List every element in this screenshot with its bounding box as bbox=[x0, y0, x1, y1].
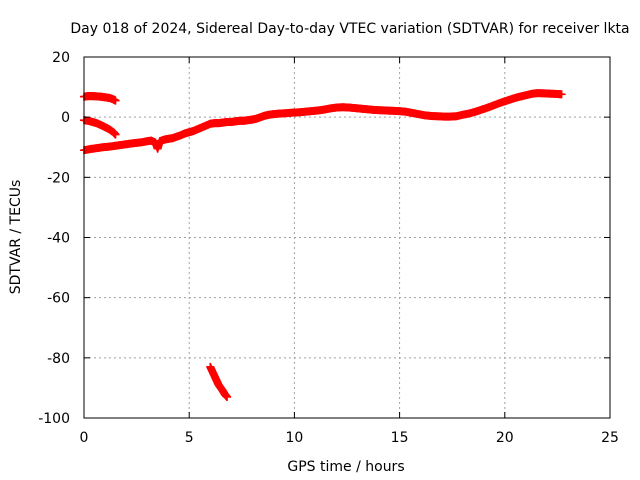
y-tick-label: -40 bbox=[47, 231, 70, 247]
series-main-trace bbox=[80, 89, 566, 155]
data-point bbox=[111, 130, 120, 139]
series-outlier-arc bbox=[206, 362, 232, 401]
x-tick-label: 15 bbox=[391, 430, 409, 446]
data-point bbox=[223, 392, 232, 401]
data-point bbox=[557, 90, 566, 99]
y-tick-label: -100 bbox=[38, 411, 70, 427]
y-axis-label: SDTVAR / TECUs bbox=[8, 180, 24, 295]
x-axis-label: GPS time / hours bbox=[287, 459, 404, 475]
x-tick-label: 25 bbox=[601, 430, 619, 446]
series-early-descending-arc bbox=[80, 116, 120, 139]
y-tick-label: -60 bbox=[47, 291, 70, 307]
series-early-upper-arc bbox=[80, 92, 120, 105]
grid bbox=[84, 57, 610, 418]
y-tick-label: -20 bbox=[47, 170, 70, 186]
x-tick-label: 5 bbox=[185, 430, 194, 446]
y-tick-label: 0 bbox=[61, 110, 70, 126]
y-tick-label: 20 bbox=[52, 50, 70, 66]
chart-title: Day 018 of 2024, Sidereal Day-to-day VTE… bbox=[70, 21, 629, 37]
axis-ticks: 0 5 10 15 20 25 -100 -80 -60 -40 -20 0 20 bbox=[38, 50, 619, 446]
y-tick-label: -80 bbox=[47, 351, 70, 367]
x-tick-label: 20 bbox=[496, 430, 514, 446]
data-layer bbox=[80, 89, 566, 401]
data-point bbox=[111, 96, 120, 105]
x-tick-label: 10 bbox=[285, 430, 303, 446]
x-tick-label: 0 bbox=[80, 430, 89, 446]
